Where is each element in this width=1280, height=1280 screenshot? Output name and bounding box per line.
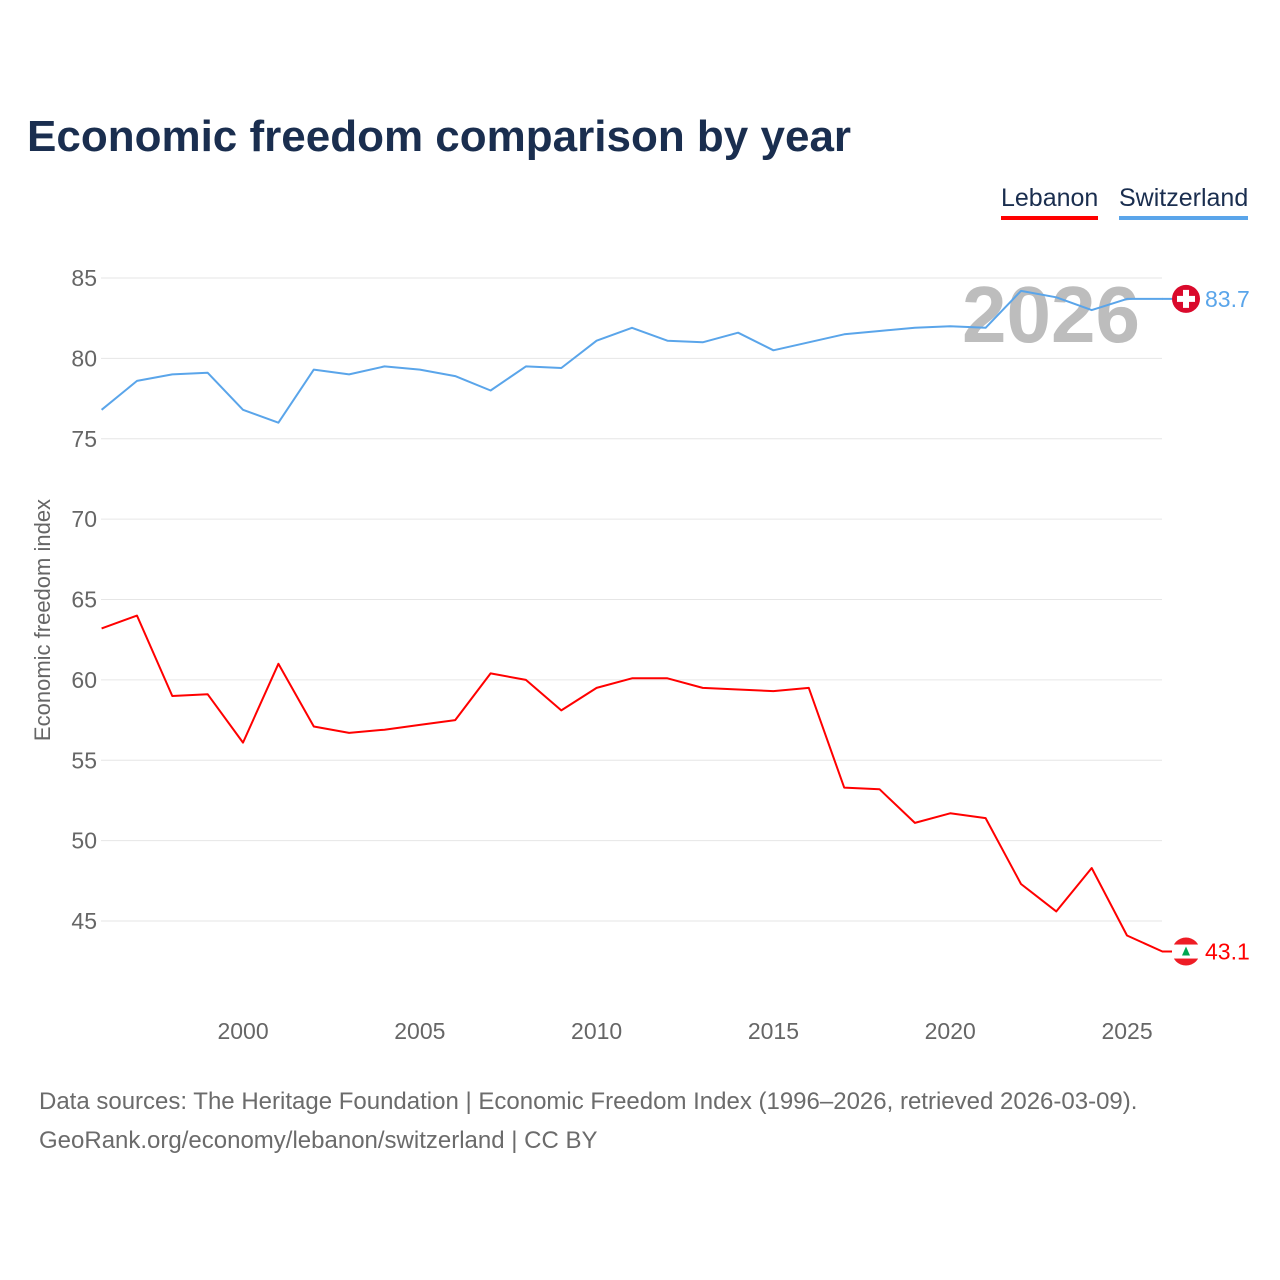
y-tick-label: 50 [71, 828, 97, 854]
y-tick-label: 70 [71, 506, 97, 532]
x-tick-label: 2005 [394, 1018, 445, 1044]
y-tick-label: 60 [71, 667, 97, 693]
y-tick-label: 45 [71, 908, 97, 934]
footer-credit[interactable]: GeoRank.org/economy/lebanon/switzerland … [39, 1127, 598, 1154]
y-tick-label: 55 [71, 747, 97, 773]
end-value-label: 83.7 [1205, 286, 1250, 312]
y-tick-label: 65 [71, 587, 97, 613]
y-tick-label: 80 [71, 345, 97, 371]
flag-cross [1177, 295, 1195, 302]
footer-sources: Data sources: The Heritage Foundation | … [39, 1088, 1138, 1115]
x-tick-label: 2010 [571, 1018, 622, 1044]
y-axis-label: Economic freedom index [30, 499, 55, 741]
x-tick-label: 2020 [925, 1018, 976, 1044]
x-tick-label: 2025 [1101, 1018, 1152, 1044]
legend-item-switzerland[interactable]: Switzerland [1119, 184, 1249, 220]
x-tick-label: 2000 [217, 1018, 268, 1044]
lebanon-flag-icon [1172, 937, 1200, 966]
switzerland-flag-icon [1172, 284, 1200, 313]
chart-title: Economic freedom comparison by year [27, 112, 852, 161]
y-tick-label: 85 [71, 265, 97, 291]
legend-item-lebanon[interactable]: Lebanon [1001, 184, 1099, 220]
y-tick-label: 75 [71, 426, 97, 452]
end-value-label: 43.1 [1205, 939, 1250, 965]
series-line-lebanon [101, 614, 1163, 953]
year-watermark: 2026 [962, 270, 1140, 359]
series-line-switzerland [100, 289, 1163, 424]
line-chart: 45 50 55 60 65 70 75 80 85 2000 2005 2010 2015 2020 20… [30, 265, 1250, 1044]
flag-cedar [1182, 946, 1190, 956]
x-tick-label: 2015 [748, 1018, 799, 1044]
